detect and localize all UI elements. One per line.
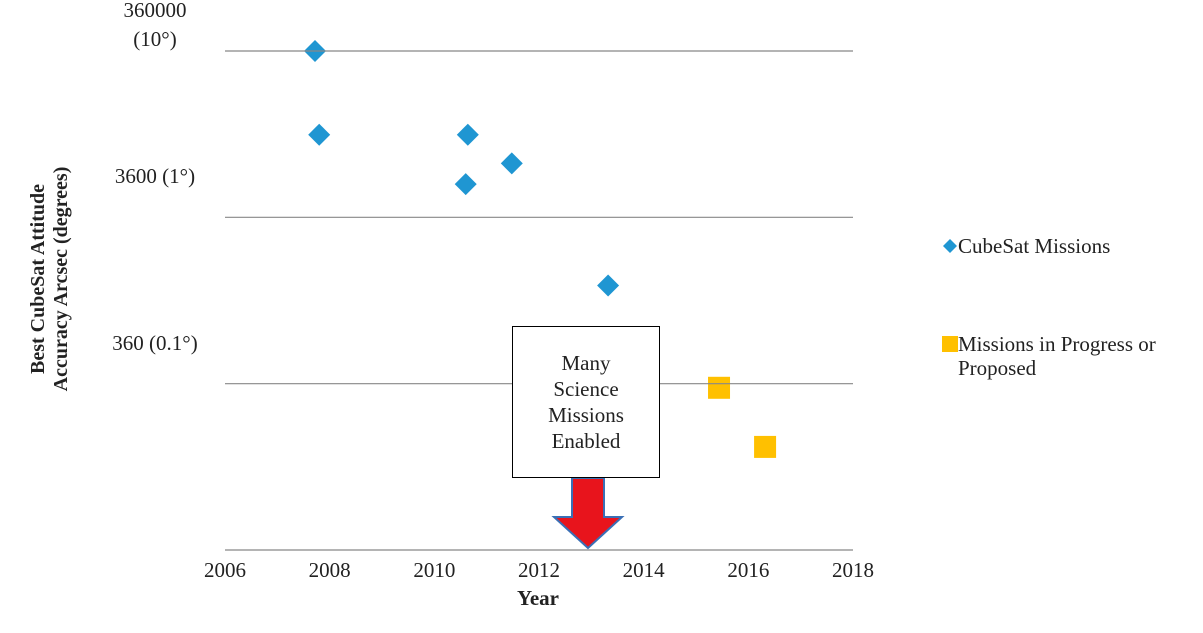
- legend-marker: [943, 239, 957, 253]
- legend-label: Missions in Progress or Proposed: [958, 332, 1156, 380]
- y-tick-label: 3600 (1°): [114, 164, 196, 189]
- legend-marker: [942, 336, 958, 352]
- y-tick-label: 360000 (10°): [123, 0, 187, 51]
- y-axis-title: Best CubeSat Attitude Accuracy Arcsec (d…: [27, 166, 72, 392]
- y-tick-label: 360 (0.1°): [112, 330, 198, 355]
- x-tick-label: 2010: [413, 558, 456, 582]
- annotation-box: Many Science Missions Enabled: [512, 326, 660, 478]
- x-tick-label: 2012: [518, 558, 560, 582]
- legend-label: CubeSat Missions: [958, 234, 1111, 258]
- annotation: Many Science Missions Enabled: [548, 351, 624, 453]
- point: [308, 123, 331, 146]
- x-tick-label: 2008: [308, 558, 351, 582]
- point: [456, 123, 479, 146]
- point: [500, 152, 523, 175]
- point: [708, 376, 731, 399]
- point: [454, 173, 477, 196]
- arrow: [551, 477, 625, 550]
- x-tick-label: 2016: [727, 558, 770, 582]
- x-tick-label: 2006: [204, 558, 246, 582]
- point: [597, 274, 620, 297]
- x-axis-title: Year: [517, 586, 559, 610]
- x-tick-label: 2014: [622, 558, 665, 582]
- x-tick-label: 2018: [832, 558, 874, 582]
- point: [754, 435, 777, 458]
